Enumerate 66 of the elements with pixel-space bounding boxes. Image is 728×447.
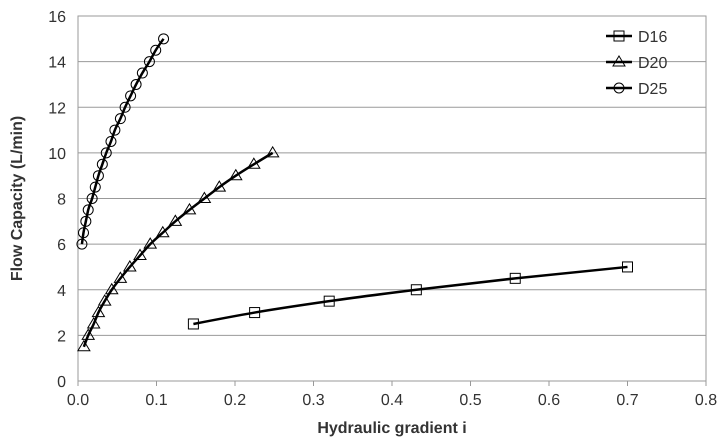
point xyxy=(168,214,182,226)
point xyxy=(78,227,89,238)
y-tick-label: 16 xyxy=(48,9,66,26)
point xyxy=(80,216,92,227)
legend-label: D16 xyxy=(638,29,668,46)
point xyxy=(130,78,142,90)
x-tick-label: 0.2 xyxy=(224,392,246,409)
point xyxy=(188,318,199,330)
point xyxy=(158,33,170,44)
point xyxy=(87,317,100,328)
x-tick-label: 0.5 xyxy=(459,392,482,409)
y-tick-label: 10 xyxy=(48,146,66,163)
y-tick-label: 2 xyxy=(57,328,66,346)
x-tick-label: 0.6 xyxy=(538,392,560,409)
point xyxy=(109,124,120,136)
point xyxy=(156,226,170,238)
point xyxy=(96,158,108,170)
x-tick-label: 0.1 xyxy=(145,392,168,409)
point xyxy=(150,44,162,56)
x-tick-label: 0.4 xyxy=(380,392,404,409)
point xyxy=(229,169,242,180)
point xyxy=(105,136,116,147)
point xyxy=(247,158,260,169)
point xyxy=(125,90,136,102)
x-tick-label: 0.3 xyxy=(302,392,325,409)
point xyxy=(249,307,260,318)
point xyxy=(90,182,101,193)
point xyxy=(114,113,126,124)
y-axis-title: Flow Capacity (L/min) xyxy=(9,116,26,282)
point xyxy=(105,283,118,294)
point xyxy=(120,102,131,113)
point xyxy=(98,294,112,306)
point xyxy=(198,192,211,203)
y-tick-label: 0 xyxy=(57,374,66,391)
point xyxy=(86,193,98,204)
y-tick-label: 14 xyxy=(48,54,66,72)
point xyxy=(212,180,226,192)
legend-label: D20 xyxy=(638,55,668,72)
x-tick-label: 0.8 xyxy=(694,392,718,409)
y-tick-label: 6 xyxy=(57,237,66,254)
point xyxy=(82,328,95,340)
point xyxy=(123,260,136,272)
point xyxy=(77,340,90,352)
point xyxy=(510,272,521,284)
point xyxy=(266,146,280,158)
point xyxy=(100,147,112,158)
point xyxy=(410,284,422,296)
x-tick-label: 0.7 xyxy=(616,392,639,409)
point xyxy=(92,170,104,182)
point xyxy=(324,296,335,307)
point xyxy=(92,306,105,318)
point xyxy=(136,68,148,79)
point xyxy=(144,238,157,249)
y-tick-label: 4 xyxy=(57,282,66,300)
point xyxy=(114,272,127,283)
point xyxy=(76,238,88,250)
point xyxy=(144,56,155,68)
point xyxy=(622,261,633,272)
point xyxy=(182,203,196,214)
y-tick-label: 12 xyxy=(48,100,66,118)
point xyxy=(82,204,94,216)
x-tick-label: 0.0 xyxy=(66,392,90,409)
point xyxy=(134,249,147,260)
y-tick-label: 8 xyxy=(57,192,66,208)
x-axis-title: Hydraulic gradient i xyxy=(317,420,467,437)
legend-label: D25 xyxy=(638,81,668,98)
